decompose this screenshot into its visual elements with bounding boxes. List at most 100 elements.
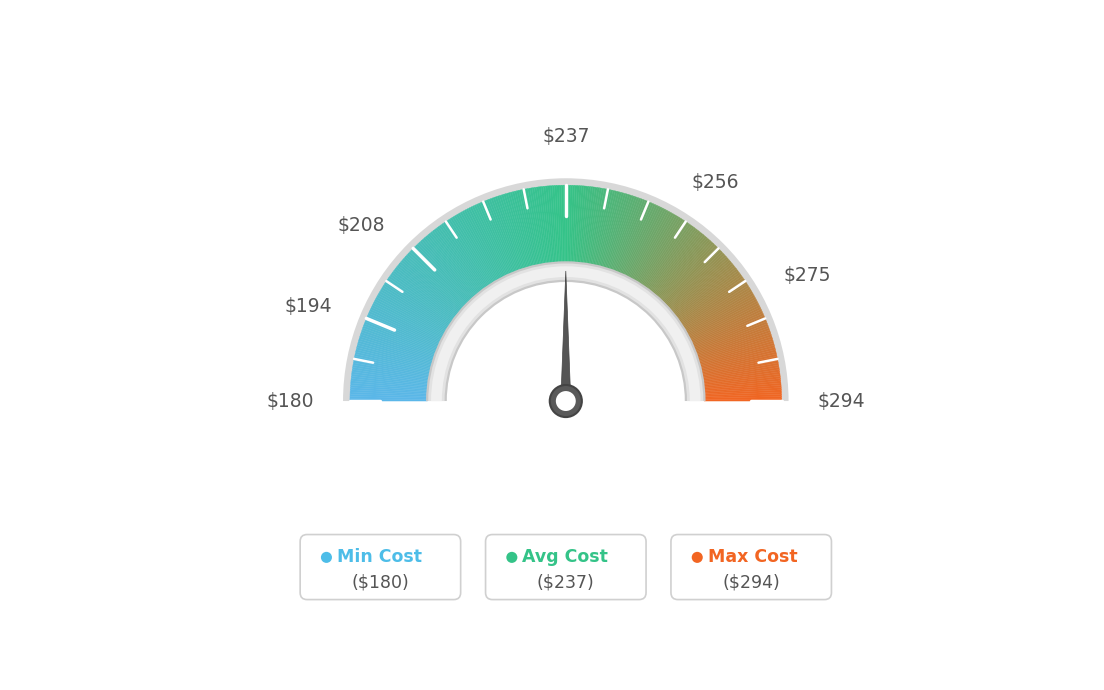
Wedge shape <box>636 215 678 283</box>
Text: $237: $237 <box>542 128 590 146</box>
Wedge shape <box>703 379 781 388</box>
Wedge shape <box>689 301 758 338</box>
Wedge shape <box>660 244 715 301</box>
Wedge shape <box>682 284 749 327</box>
Wedge shape <box>596 190 615 266</box>
Wedge shape <box>689 303 760 339</box>
Wedge shape <box>488 199 518 272</box>
Wedge shape <box>343 178 788 401</box>
Text: Avg Cost: Avg Cost <box>522 549 608 566</box>
Wedge shape <box>532 188 545 264</box>
Wedge shape <box>521 190 539 266</box>
Wedge shape <box>389 276 453 322</box>
FancyBboxPatch shape <box>300 535 460 600</box>
Wedge shape <box>358 343 433 365</box>
Wedge shape <box>357 345 432 366</box>
Wedge shape <box>552 186 559 263</box>
Wedge shape <box>673 265 735 315</box>
Wedge shape <box>563 185 565 263</box>
Circle shape <box>550 385 582 417</box>
Wedge shape <box>697 332 771 358</box>
Wedge shape <box>607 195 633 269</box>
Wedge shape <box>395 267 457 316</box>
Wedge shape <box>416 244 471 301</box>
Wedge shape <box>372 303 443 339</box>
Text: ($294): ($294) <box>722 573 781 591</box>
Wedge shape <box>698 339 773 362</box>
Wedge shape <box>476 204 510 275</box>
Wedge shape <box>350 388 427 394</box>
Wedge shape <box>602 193 624 268</box>
Wedge shape <box>429 232 480 293</box>
Wedge shape <box>440 224 487 288</box>
Wedge shape <box>376 295 445 335</box>
Wedge shape <box>664 248 720 304</box>
Wedge shape <box>646 225 692 289</box>
Wedge shape <box>352 372 428 384</box>
Wedge shape <box>570 186 575 263</box>
Wedge shape <box>408 252 466 306</box>
Wedge shape <box>665 250 722 305</box>
Wedge shape <box>591 188 606 265</box>
Wedge shape <box>679 278 744 323</box>
Wedge shape <box>490 198 519 271</box>
Wedge shape <box>394 268 456 317</box>
Wedge shape <box>648 228 697 290</box>
Wedge shape <box>702 365 779 380</box>
Wedge shape <box>582 186 593 264</box>
Wedge shape <box>432 230 481 293</box>
Wedge shape <box>598 191 619 267</box>
Wedge shape <box>541 186 551 264</box>
Wedge shape <box>446 220 490 286</box>
Wedge shape <box>565 185 569 263</box>
Circle shape <box>555 391 576 411</box>
Wedge shape <box>506 193 529 268</box>
Wedge shape <box>412 248 468 304</box>
Wedge shape <box>690 305 761 341</box>
Wedge shape <box>703 374 781 385</box>
Text: $256: $256 <box>692 173 740 193</box>
Wedge shape <box>691 311 763 345</box>
Text: Max Cost: Max Cost <box>708 549 797 566</box>
Wedge shape <box>519 190 537 266</box>
Wedge shape <box>400 262 460 313</box>
Wedge shape <box>649 229 698 292</box>
Wedge shape <box>683 287 751 329</box>
Circle shape <box>692 552 703 563</box>
Wedge shape <box>431 266 701 401</box>
Wedge shape <box>353 361 429 377</box>
Wedge shape <box>445 221 489 286</box>
Wedge shape <box>501 195 526 269</box>
Wedge shape <box>482 201 513 273</box>
Wedge shape <box>350 390 427 395</box>
Wedge shape <box>597 191 617 266</box>
Wedge shape <box>448 219 491 285</box>
Wedge shape <box>692 313 764 346</box>
Wedge shape <box>428 233 479 295</box>
Wedge shape <box>690 307 761 342</box>
Wedge shape <box>569 185 573 263</box>
Text: ($237): ($237) <box>537 573 595 591</box>
Wedge shape <box>543 186 553 264</box>
Wedge shape <box>677 273 741 319</box>
Wedge shape <box>655 236 707 296</box>
Wedge shape <box>350 392 427 397</box>
Wedge shape <box>368 313 439 346</box>
Wedge shape <box>574 186 582 263</box>
Wedge shape <box>351 376 428 386</box>
Wedge shape <box>468 208 505 278</box>
Wedge shape <box>499 195 524 269</box>
Wedge shape <box>470 207 506 277</box>
Wedge shape <box>407 253 465 307</box>
Wedge shape <box>613 198 641 271</box>
Wedge shape <box>662 247 719 303</box>
Wedge shape <box>418 242 473 300</box>
Wedge shape <box>450 217 492 284</box>
Wedge shape <box>351 379 428 388</box>
Wedge shape <box>381 287 448 329</box>
Wedge shape <box>681 282 746 326</box>
Wedge shape <box>425 236 477 296</box>
Wedge shape <box>702 367 779 381</box>
Wedge shape <box>704 397 782 400</box>
Wedge shape <box>360 335 434 359</box>
